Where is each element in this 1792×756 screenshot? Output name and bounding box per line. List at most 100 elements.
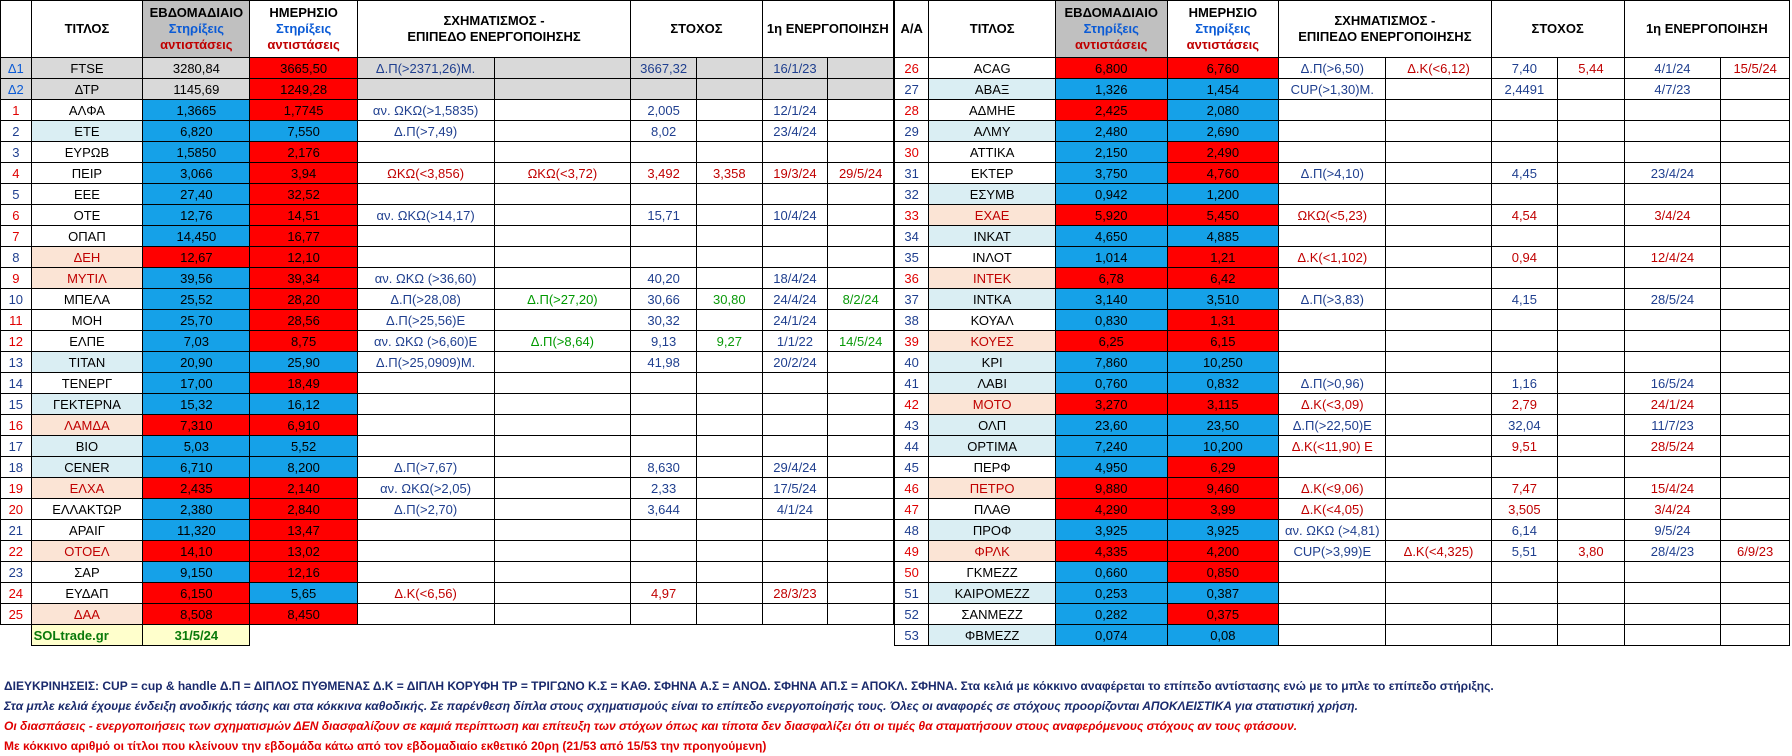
row-index: 52 (893, 603, 930, 625)
daily-level: 2,840 (249, 498, 358, 520)
pattern-primary (356, 78, 495, 100)
target-primary (630, 393, 697, 415)
pattern-primary: αν. ΩΚΩ (>36,60) (356, 267, 495, 289)
ticker-name: ΕΛΛΑΚΤΩΡ (30, 498, 144, 520)
row-index: 42 (893, 393, 930, 415)
target-primary: 4,15 (1490, 288, 1559, 310)
ticker-name: ΟΛΠ (928, 414, 1056, 436)
target-secondary (1557, 120, 1625, 142)
ticker-name: ΕΛΠΕ (30, 330, 144, 352)
activation-primary: 24/1/24 (1623, 393, 1722, 415)
pattern-secondary: Δ.Κ(<6,12) (1385, 57, 1492, 79)
weekly-level: 0,830 (1054, 309, 1168, 331)
daily-level: 4,200 (1166, 540, 1280, 562)
pattern-primary (1278, 603, 1387, 625)
row-index: 51 (893, 582, 930, 604)
target-secondary (695, 561, 763, 583)
target-secondary: 9,27 (695, 330, 763, 352)
activation-primary (761, 372, 829, 394)
daily-level: 2,080 (1166, 99, 1280, 121)
pattern-primary: Δ.Π(>0,96) (1278, 372, 1387, 394)
activation-secondary (827, 582, 894, 604)
target-primary: 32,04 (1490, 414, 1559, 436)
activation-secondary (827, 99, 894, 121)
weekly-level: 0,253 (1054, 582, 1168, 604)
target-primary: 9,51 (1490, 435, 1559, 457)
activation-primary (761, 393, 829, 415)
activation-secondary (827, 435, 894, 457)
ticker-name: ΜΟΤΟ (928, 393, 1056, 415)
weekly-level: 7,03 (142, 330, 251, 352)
activation-primary: 20/2/24 (761, 351, 829, 373)
table-row: 9 ΜΥΤΙΛ 39,56 39,34 αν. ΩΚΩ (>36,60) 40,20 18/… (0, 267, 894, 289)
header-daily: ΗΜΕΡΗΣΙΟ Στηρίξεις αντιστάσεις (249, 0, 358, 58)
weekly-level: 15,32 (142, 393, 251, 415)
table-row: 48 ΠΡΟΦ 3,925 3,925 αν. ΩΚΩ (>4,81) 6,14 9/5/2… (893, 519, 1790, 541)
pattern-primary (356, 246, 495, 268)
pattern-primary: Δ.Π(>28,08) (356, 288, 495, 310)
target-secondary (1557, 351, 1625, 373)
activation-primary: 29/4/24 (761, 456, 829, 478)
weekly-level: 1,5850 (142, 141, 251, 163)
target-secondary (695, 78, 763, 100)
pattern-primary (1278, 561, 1387, 583)
activation-secondary (1720, 414, 1790, 436)
pattern-secondary (493, 519, 632, 541)
activation-primary: 10/4/24 (761, 204, 829, 226)
row-index: 35 (893, 246, 930, 268)
daily-level: 2,690 (1166, 120, 1280, 142)
activation-secondary (1720, 456, 1790, 478)
target-secondary (695, 582, 763, 604)
target-primary: 8,630 (630, 456, 697, 478)
target-secondary: 5,44 (1557, 57, 1625, 79)
weekly-level: 3,140 (1054, 288, 1168, 310)
target-primary: 7,47 (1490, 477, 1559, 499)
activation-primary (1623, 561, 1722, 583)
target-secondary (695, 372, 763, 394)
activation-secondary (827, 120, 894, 142)
left-table: ΤΙΤΛΟΣ ΕΒΔΟΜΑΔΙΑΙΟ Στηρίξεις αντιστάσεις… (0, 0, 895, 646)
pattern-primary: CUP(>3,99)Ε (1278, 540, 1387, 562)
pattern-secondary (1385, 582, 1492, 604)
target-secondary (1557, 624, 1625, 646)
ticker-name: ΙΝΛΟΤ (928, 246, 1056, 268)
target-secondary (695, 246, 763, 268)
row-index: 20 (0, 498, 32, 520)
header-weekly: ΕΒΔΟΜΑΔΙΑΙΟ Στηρίξεις αντιστάσεις (1054, 0, 1168, 58)
pattern-secondary: ΩΚΩ(<3,72) (493, 162, 632, 184)
target-primary: 4,54 (1490, 204, 1559, 226)
target-primary: 3667,32 (630, 57, 697, 79)
pattern-primary (1278, 267, 1387, 289)
ticker-name: ΕΧΑΕ (928, 204, 1056, 226)
target-primary: 4,97 (630, 582, 697, 604)
pattern-secondary (1385, 393, 1492, 415)
pattern-primary: Δ.Π(>6,50) (1278, 57, 1387, 79)
ticker-name: ΠΕΤΡΟ (928, 477, 1056, 499)
target-primary: 7,40 (1490, 57, 1559, 79)
target-secondary (695, 393, 763, 415)
target-secondary (695, 414, 763, 436)
pattern-secondary (1385, 246, 1492, 268)
pattern-secondary (493, 120, 632, 142)
pattern-secondary (493, 183, 632, 205)
table-row: 32 ΕΣΥΜΒ 0,942 1,200 (893, 183, 1790, 205)
target-primary: 40,20 (630, 267, 697, 289)
weekly-level: 1,326 (1054, 78, 1168, 100)
activation-primary (761, 183, 829, 205)
ticker-name: ΣΑΡ (30, 561, 144, 583)
target-secondary (1557, 246, 1625, 268)
weekly-level: 9,150 (142, 561, 251, 583)
weekly-level: 5,03 (142, 435, 251, 457)
weekly-level: 4,650 (1054, 225, 1168, 247)
weekly-level: 3,270 (1054, 393, 1168, 415)
row-index: Δ1 (0, 57, 32, 79)
pattern-primary (1278, 99, 1387, 121)
target-secondary (1557, 603, 1625, 625)
weekly-level: 0,074 (1054, 624, 1168, 646)
target-secondary (695, 477, 763, 499)
pattern-secondary (1385, 561, 1492, 583)
weekly-level: 6,25 (1054, 330, 1168, 352)
daily-level: 1249,28 (249, 78, 358, 100)
row-index: 41 (893, 372, 930, 394)
target-primary (1490, 267, 1559, 289)
